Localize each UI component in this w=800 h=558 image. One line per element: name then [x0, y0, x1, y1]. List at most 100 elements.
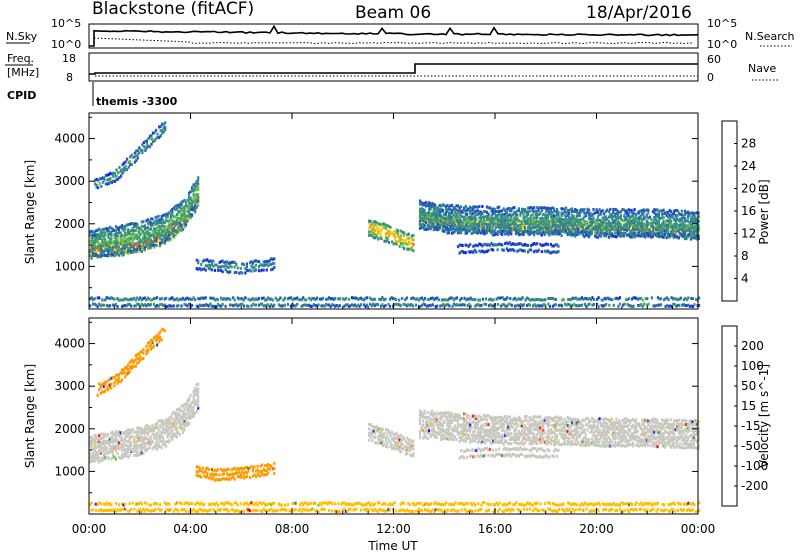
heatmap-cell — [608, 304, 610, 307]
heatmap-cell — [380, 237, 382, 240]
heatmap-cell — [538, 249, 540, 252]
heatmap-cell — [129, 370, 131, 373]
heatmap-cell — [377, 303, 379, 306]
heatmap-cell — [501, 233, 503, 236]
heatmap-cell — [557, 214, 559, 217]
heatmap-cell — [205, 296, 207, 299]
heatmap-cell — [151, 218, 153, 221]
freq-panel: Freq. [MHz] 18 8 60 0 Nave — [5, 52, 780, 84]
heatmap-cell — [676, 223, 678, 226]
heatmap-cell — [646, 297, 648, 300]
heatmap-cell — [132, 435, 134, 438]
heatmap-cell — [155, 244, 157, 247]
heatmap-cell — [658, 223, 660, 226]
heatmap-cell — [94, 248, 96, 251]
heatmap-cell — [171, 429, 173, 432]
heatmap-cell — [583, 223, 585, 226]
heatmap-cell — [235, 263, 237, 266]
heatmap-cell — [366, 296, 368, 299]
heatmap-cell — [684, 217, 686, 220]
heatmap-cell — [443, 419, 445, 422]
heatmap-cell — [146, 140, 148, 143]
heatmap-cell — [434, 204, 436, 207]
heatmap-cell — [229, 270, 231, 273]
heatmap-cell — [160, 134, 162, 137]
heatmap-cell — [188, 397, 190, 400]
heatmap-cell — [115, 175, 117, 178]
heatmap-cell — [168, 237, 170, 240]
heatmap-cell — [225, 305, 227, 308]
heatmap-cell — [581, 304, 583, 307]
heatmap-cell — [200, 476, 202, 479]
heatmap-cell — [660, 303, 662, 306]
heatmap-cell — [179, 433, 181, 436]
heatmap-cell — [176, 435, 178, 438]
freq-frame — [89, 53, 698, 81]
heatmap-cell — [412, 440, 414, 443]
heatmap-cell — [104, 456, 106, 459]
heatmap-cell — [650, 218, 652, 221]
cpid-panel: CPID themis -3300 — [7, 82, 178, 108]
heatmap-cell — [257, 465, 259, 468]
heatmap-cell — [186, 220, 188, 223]
heatmap-cell — [506, 296, 508, 299]
heatmap-cell — [258, 297, 260, 300]
heatmap-cell — [136, 223, 138, 226]
heatmap-cell — [555, 298, 557, 301]
heatmap-cell — [235, 271, 237, 274]
heatmap-cell — [125, 165, 127, 168]
heatmap-cell — [544, 233, 546, 236]
heatmap-cell — [519, 227, 521, 230]
heatmap-cell — [423, 410, 425, 413]
heatmap-cell — [524, 249, 526, 252]
colorbar-tick-label: 20 — [741, 182, 756, 196]
heatmap-cell — [370, 436, 372, 439]
heatmap-cell — [196, 410, 198, 413]
date-title: 18/Apr/2016 — [586, 3, 692, 23]
heatmap-cell — [142, 357, 144, 360]
heatmap-cell — [389, 226, 391, 229]
heatmap-cell — [643, 303, 645, 306]
heatmap-cell — [684, 226, 686, 229]
heatmap-cell — [465, 251, 467, 254]
heatmap-cell — [675, 226, 677, 229]
heatmap-cell — [231, 266, 233, 269]
heatmap-cell — [609, 208, 611, 211]
heatmap-cell — [427, 411, 429, 414]
heatmap-cell — [151, 440, 153, 443]
heatmap-cell — [263, 269, 265, 272]
heatmap-cell — [673, 229, 675, 232]
heatmap-cell — [497, 248, 499, 251]
heatmap-cell — [493, 298, 495, 301]
y-tick-label: 1000 — [54, 259, 85, 273]
heatmap-cell — [130, 444, 132, 447]
heatmap-cell — [460, 219, 462, 222]
heatmap-cell — [415, 304, 417, 307]
heatmap-cell — [663, 216, 665, 219]
heatmap-cell — [252, 470, 254, 473]
heatmap-cell — [109, 304, 111, 307]
heatmap-cell — [510, 233, 512, 236]
heatmap-cell — [135, 229, 137, 232]
heatmap-cell — [678, 304, 680, 307]
heatmap-cell — [273, 304, 275, 307]
heatmap-cell — [116, 237, 118, 240]
heatmap-cell — [483, 226, 485, 229]
heatmap-cell — [150, 143, 152, 146]
heatmap-cell — [548, 234, 550, 237]
heatmap-cell — [385, 227, 387, 230]
heatmap-cell — [107, 433, 109, 436]
heatmap-cell — [339, 304, 341, 307]
heatmap-cell — [428, 429, 430, 432]
heatmap-cell — [494, 229, 496, 232]
heatmap-cell — [322, 297, 324, 300]
heatmap-cell — [536, 242, 538, 245]
heatmap-cell — [644, 236, 646, 239]
heatmap-cell — [486, 231, 488, 234]
heatmap-cell — [243, 263, 245, 266]
heatmap-cell — [284, 304, 286, 307]
heatmap-cell — [165, 445, 167, 448]
heatmap-cell — [158, 215, 160, 218]
heatmap-cell — [401, 297, 403, 300]
